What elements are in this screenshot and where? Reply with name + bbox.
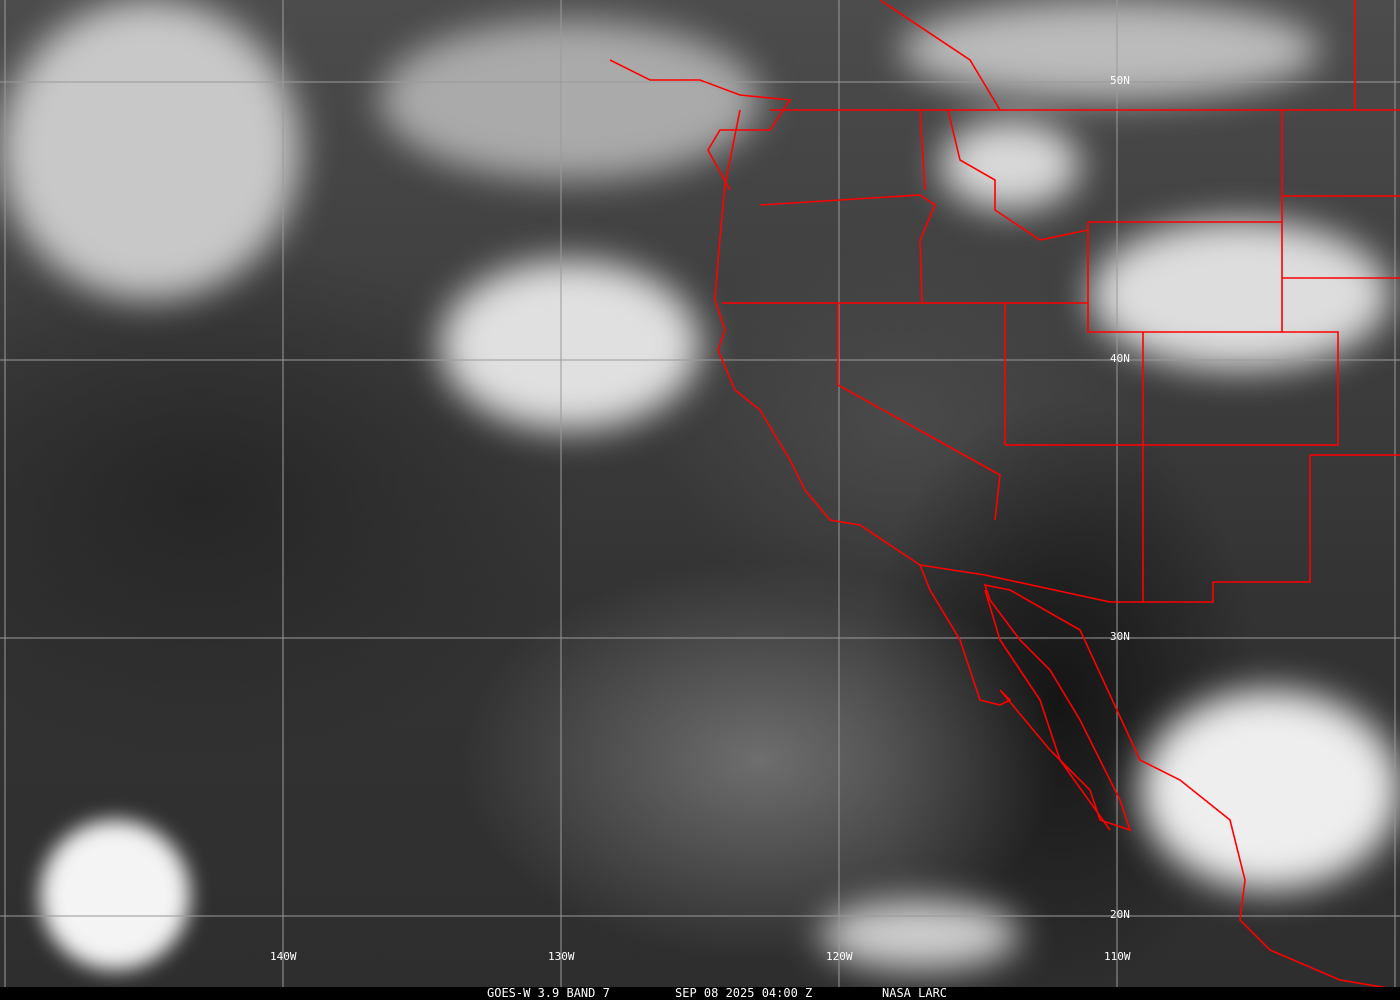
lat-label-30n: 30N (1110, 630, 1130, 643)
lat-label-40n: 40N (1110, 352, 1130, 365)
image-source: NASA LARC (882, 986, 948, 1000)
cloud-mass (1140, 690, 1400, 890)
satellite-band: GOES-W 3.9 BAND 7 (487, 986, 610, 1000)
image-timestamp: SEP 08 2025 04:00 Z (675, 986, 813, 1000)
cloud-mass (440, 260, 700, 430)
lon-label-110w: 110W (1104, 950, 1131, 963)
cloud-mass (1090, 220, 1390, 370)
lon-label-130w: 130W (548, 950, 575, 963)
cloud-mass (900, 0, 1320, 100)
coastline (714, 109, 1400, 991)
political-boundaries (609, 0, 1400, 991)
baja-gulf (984, 589, 1111, 831)
state-lines (722, 0, 1400, 603)
hurricane (40, 820, 190, 970)
lon-label-120w: 120W (826, 950, 853, 963)
lat-label-50n: 50N (1110, 74, 1130, 87)
lon-label-140w: 140W (270, 950, 297, 963)
caption-bar: GOES-W 3.9 BAND 7 SEP 08 2025 04:00 Z NA… (0, 987, 1400, 1000)
cloud-mass (940, 120, 1080, 210)
lat-label-20n: 20N (1110, 908, 1130, 921)
coastline-north (609, 59, 792, 191)
cloud-mass (820, 900, 1020, 970)
cloud-mass (0, 0, 300, 300)
cloud-mass (380, 20, 760, 180)
